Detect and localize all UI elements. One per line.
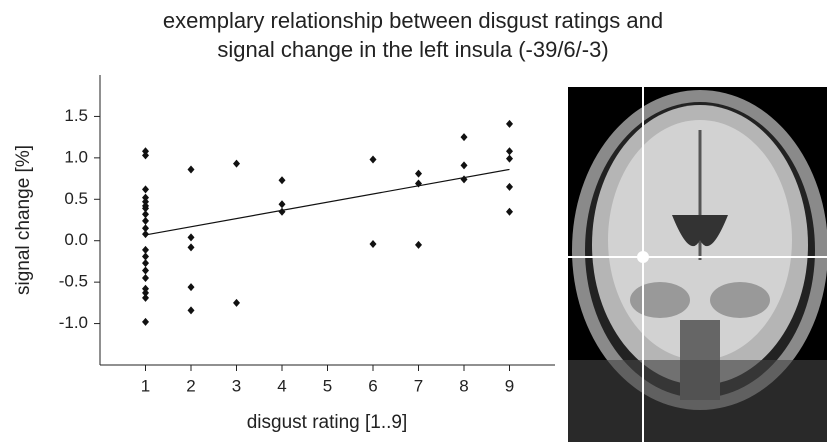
x-tick-label: 5 xyxy=(323,376,332,395)
data-point xyxy=(506,120,513,128)
x-tick-label: 7 xyxy=(414,376,423,395)
data-point xyxy=(461,161,468,169)
data-point xyxy=(279,200,286,208)
data-point xyxy=(188,243,195,251)
chart: exemplary relationship between disgust r… xyxy=(0,0,827,442)
y-axis-label: signal change [%] xyxy=(13,145,34,295)
x-axis-label: disgust rating [1..9] xyxy=(247,412,408,433)
data-point xyxy=(233,299,240,307)
data-point xyxy=(188,283,195,291)
y-tick-label: 0.5 xyxy=(64,189,88,208)
x-tick-label: 9 xyxy=(505,376,514,395)
y-tick-label: -1.0 xyxy=(59,313,88,332)
data-point xyxy=(506,183,513,191)
data-point xyxy=(233,160,240,168)
data-point xyxy=(415,170,422,178)
x-tick-label: 6 xyxy=(368,376,377,395)
data-point xyxy=(461,133,468,141)
data-point xyxy=(142,151,149,159)
data-point xyxy=(370,240,377,248)
data-point xyxy=(506,208,513,216)
data-point xyxy=(188,233,195,241)
y-tick-label: 1.0 xyxy=(64,147,88,166)
x-tick-label: 1 xyxy=(141,376,150,395)
y-tick-label: 1.5 xyxy=(64,106,88,125)
data-point xyxy=(142,318,149,326)
x-tick-label: 4 xyxy=(277,376,286,395)
data-point xyxy=(188,306,195,314)
brain-image xyxy=(568,87,827,442)
data-point xyxy=(279,176,286,184)
regression-line xyxy=(146,169,510,234)
data-point xyxy=(142,185,149,193)
data-point xyxy=(415,241,422,249)
y-tick-label: -0.5 xyxy=(59,272,88,291)
data-point xyxy=(506,155,513,163)
data-point xyxy=(142,267,149,275)
x-tick-label: 3 xyxy=(232,376,241,395)
x-tick-label: 8 xyxy=(459,376,468,395)
y-tick-label: 0.0 xyxy=(64,230,88,249)
data-point xyxy=(142,217,149,225)
data-point xyxy=(370,156,377,164)
x-tick-label: 2 xyxy=(186,376,195,395)
chart-title: signal change in the left insula (-39/6/… xyxy=(217,37,608,62)
data-point xyxy=(142,274,149,282)
chart-title: exemplary relationship between disgust r… xyxy=(163,8,663,33)
data-point xyxy=(188,165,195,173)
data-point xyxy=(506,147,513,155)
data-point xyxy=(279,208,286,216)
data-point xyxy=(142,294,149,302)
data-point xyxy=(142,259,149,267)
